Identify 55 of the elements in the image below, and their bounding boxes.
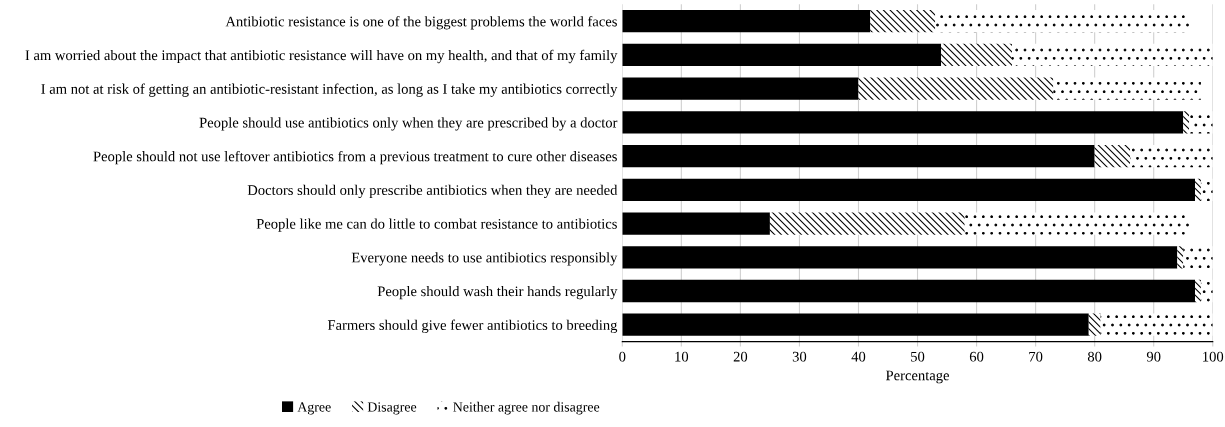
- x-tick-label: 100: [1203, 351, 1224, 362]
- bar: [622, 313, 1089, 336]
- bar: [935, 10, 1190, 33]
- x-tick-label: 0: [619, 351, 626, 362]
- bar: [622, 144, 1095, 168]
- y-tick-label: Antibiotic resistance is one of the biggest problems the world faces: [225, 16, 617, 30]
- bar: [941, 43, 1012, 66]
- x-axis-title: Percentage: [885, 370, 949, 384]
- bar: [622, 178, 1196, 201]
- y-tick-label: People should not use leftover antibiotics from a previous treatment to cure other diseases: [93, 150, 617, 165]
- bar: [622, 279, 1196, 303]
- bar: [1195, 178, 1201, 201]
- legend-label: Agree: [297, 402, 331, 415]
- bar: [1200, 279, 1213, 303]
- bar: [1012, 43, 1213, 66]
- bar: [622, 77, 859, 100]
- x-tick-label: 10: [675, 351, 689, 362]
- x-tick-label: 80: [1087, 351, 1102, 362]
- bar: [1094, 144, 1131, 168]
- x-tick-label: 50: [911, 351, 925, 362]
- y-tick-label: I am not at risk of getting an antibiotic-resistant infection, as long as I take my antibiotics correctly: [41, 83, 618, 97]
- bar: [870, 10, 936, 33]
- x-tick-label: 70: [1029, 351, 1043, 362]
- bar: [622, 43, 942, 66]
- bar: [1183, 246, 1213, 269]
- y-tick-label: People like me can do little to combat resistance to antibiotics: [256, 218, 617, 232]
- bar: [1195, 279, 1201, 303]
- bar: [1177, 246, 1184, 269]
- bar: [1189, 111, 1213, 134]
- bar: [1053, 77, 1201, 100]
- bar: [858, 77, 1054, 100]
- y-tick-label: Farmers should give fewer antibiotics to breeding: [327, 319, 618, 334]
- x-tick-label: 30: [792, 351, 807, 362]
- x-tick-label: 40: [851, 351, 866, 362]
- bar: [1200, 178, 1213, 201]
- legend-label: Disagree: [367, 402, 417, 415]
- x-tick-label: 90: [1146, 351, 1161, 362]
- bar: [964, 212, 1190, 235]
- x-tick-label: 20: [733, 351, 748, 362]
- bar: [622, 212, 770, 235]
- bar: [622, 111, 1184, 134]
- legend-label: Neither agree nor disagree: [453, 401, 600, 415]
- bar: [1100, 313, 1213, 336]
- bar: [769, 212, 965, 235]
- y-tick-label: I am worried about the impact that antibiotic resistance will have on my health, and that of my family: [25, 49, 618, 64]
- bar: [622, 10, 871, 33]
- bar: [1183, 111, 1190, 134]
- bar: [1130, 144, 1213, 168]
- y-tick-label: Doctors should only prescribe antibiotics when they are needed: [247, 184, 618, 199]
- y-tick-label: People should use antibiotics only when they are prescribed by a doctor: [199, 117, 618, 131]
- y-tick-label: Everyone needs to use antibiotics responsibly: [351, 252, 618, 266]
- y-tick-label: People should wash their hands regularly: [377, 285, 618, 300]
- x-tick-label: 60: [969, 351, 984, 362]
- bar: [1088, 313, 1101, 336]
- bar: [622, 246, 1178, 269]
